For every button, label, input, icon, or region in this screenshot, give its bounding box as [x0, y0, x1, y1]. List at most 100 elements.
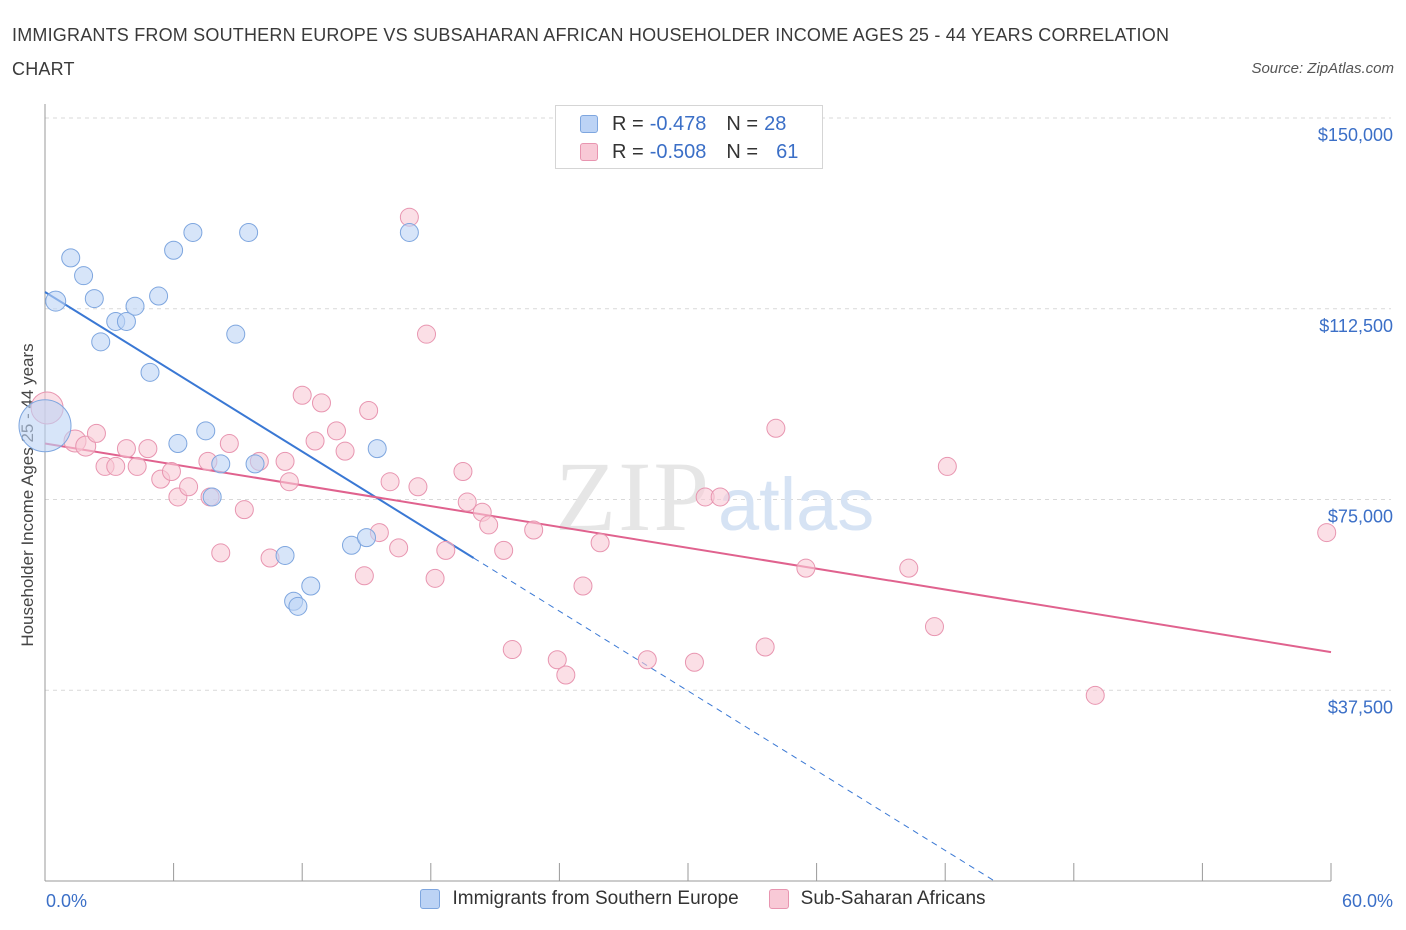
y-tick-label: $37,500	[1328, 697, 1393, 717]
data-point	[116, 439, 136, 459]
data-point	[292, 385, 312, 405]
data-point	[161, 462, 181, 482]
data-point	[637, 650, 657, 670]
legend-item-southern-europe[interactable]: Immigrants from Southern Europe	[420, 888, 739, 910]
trend-line	[44, 291, 475, 559]
data-point	[573, 576, 593, 596]
data-point	[354, 566, 374, 586]
data-point	[326, 421, 346, 441]
data-point	[710, 487, 730, 507]
data-point	[219, 434, 239, 454]
stats-row-subsaharan: R = -0.508 N = 61	[580, 138, 798, 166]
data-point	[524, 520, 544, 540]
data-point	[211, 543, 231, 563]
data-point	[755, 637, 775, 657]
trend-line	[44, 442, 1332, 654]
data-point	[311, 393, 331, 413]
n-label: N =	[726, 140, 759, 163]
data-point	[417, 324, 437, 344]
trend-line-extension	[473, 557, 995, 882]
series-legend: Immigrants from Southern Europe Sub-Saha…	[0, 888, 1406, 910]
data-point	[125, 296, 145, 316]
y-tick-labels: $150,000 $112,500 $75,000 $37,500	[1318, 125, 1393, 717]
data-point	[502, 640, 522, 660]
stats-legend: R = -0.478 N = 28 R = -0.508 N = 61	[555, 105, 823, 169]
data-point	[164, 240, 184, 260]
data-point	[45, 290, 67, 312]
legend-item-subsaharan[interactable]: Sub-Saharan Africans	[768, 888, 986, 910]
data-point	[494, 540, 514, 560]
x-tick-min: 0.0%	[46, 891, 88, 911]
n-value: 28	[764, 112, 787, 135]
data-point	[359, 400, 379, 420]
data-point	[899, 558, 919, 578]
legend-label: Sub-Saharan Africans	[800, 888, 986, 909]
data-point	[556, 665, 576, 685]
data-point	[937, 456, 957, 476]
data-point	[357, 528, 376, 548]
data-point	[91, 332, 111, 352]
data-point	[547, 650, 567, 670]
data-point	[590, 533, 610, 553]
y-tick-label: $150,000	[1318, 125, 1393, 145]
pink-swatch-icon	[768, 889, 789, 909]
data-point	[453, 462, 473, 482]
data-point	[436, 540, 456, 560]
data-point	[457, 492, 477, 512]
blue-swatch-icon	[580, 115, 598, 133]
stats-row-southern-europe: R = -0.478 N = 28	[580, 110, 786, 138]
data-point	[479, 515, 499, 535]
data-point	[1085, 685, 1105, 705]
data-point	[288, 596, 308, 616]
data-point	[341, 535, 361, 555]
data-point	[399, 222, 419, 242]
grid-lines	[45, 117, 1391, 691]
data-point	[138, 439, 158, 459]
data-point	[74, 266, 94, 286]
r-value: -0.508	[649, 140, 707, 163]
y-tick-label: $112,500	[1319, 316, 1393, 336]
data-point	[408, 477, 428, 497]
data-point	[796, 558, 816, 578]
blue-swatch-icon	[420, 889, 441, 909]
data-point	[275, 451, 295, 471]
data-point	[924, 617, 944, 637]
data-point	[226, 324, 246, 344]
r-label: R =	[612, 112, 644, 135]
data-point	[61, 248, 81, 268]
data-point	[127, 456, 147, 476]
axes	[44, 104, 1332, 882]
x-tick-max: 60.0%	[1341, 891, 1393, 911]
n-label: N =	[726, 112, 759, 135]
data-point	[116, 311, 136, 331]
watermark-atlas: atlas	[718, 463, 874, 546]
source-label: Source: ZipAtlas.com	[1251, 60, 1394, 77]
r-label: R =	[612, 140, 644, 163]
r-value: -0.478	[649, 112, 707, 135]
chart-title: IMMIGRANTS FROM SOUTHERN EUROPE VS SUBSA…	[12, 25, 1170, 79]
n-value: 61	[776, 140, 799, 163]
trend-lines	[44, 291, 1332, 882]
data-point	[766, 418, 786, 438]
data-point	[234, 500, 254, 520]
data-point	[245, 454, 265, 474]
data-point	[18, 399, 72, 453]
y-tick-label: $75,000	[1328, 507, 1393, 527]
data-point	[202, 487, 222, 507]
data-point	[179, 477, 199, 497]
data-point	[84, 289, 104, 309]
data-point	[275, 545, 295, 565]
data-point	[239, 222, 259, 242]
data-point	[301, 576, 321, 596]
watermark: ZIP atlas	[555, 441, 874, 552]
data-point	[335, 441, 355, 461]
data-point	[168, 434, 188, 454]
data-point	[305, 431, 325, 451]
data-point	[367, 439, 387, 459]
watermark-zip: ZIP	[555, 441, 711, 552]
pink-swatch-icon	[580, 143, 598, 161]
data-point	[140, 362, 160, 382]
data-point	[196, 421, 216, 441]
data-point	[425, 568, 445, 588]
